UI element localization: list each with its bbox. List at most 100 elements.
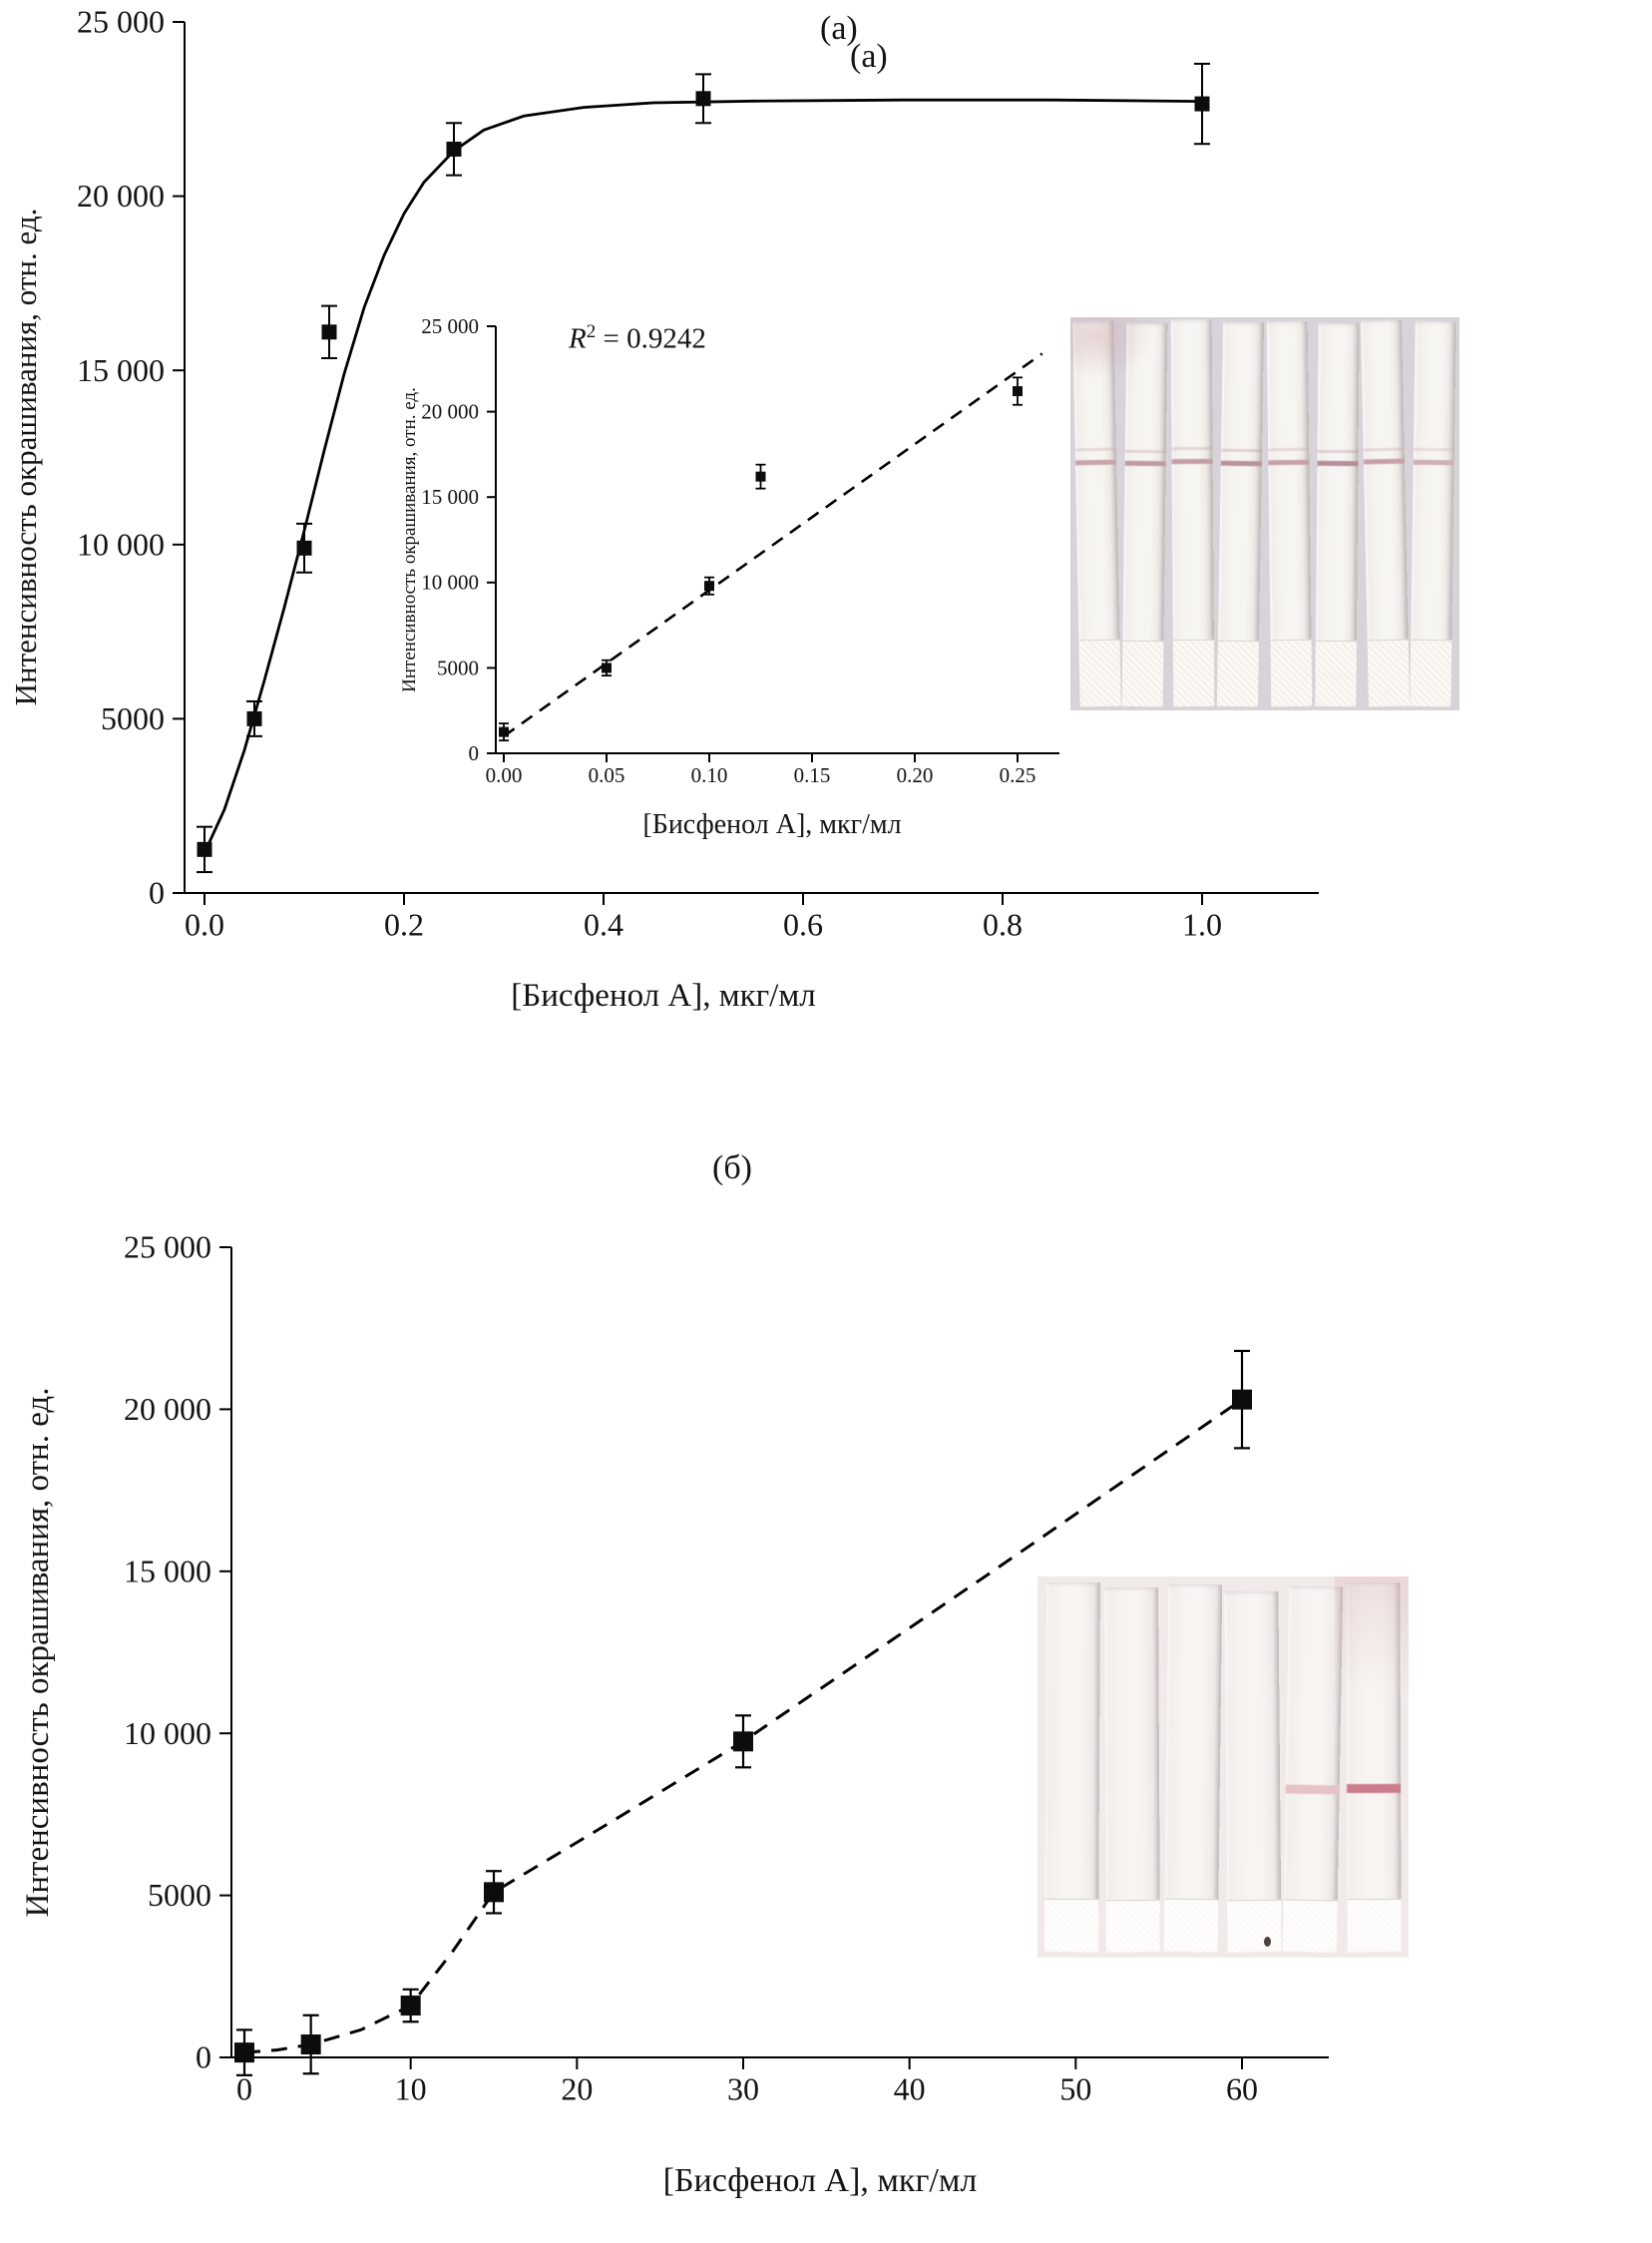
test-line-band [1074,459,1117,466]
x-tick-label: 0.00 [486,763,523,787]
sample-pad [1410,640,1452,707]
data-point [704,581,714,592]
sample-pad [1044,1899,1099,1953]
y-axis-label: Интенсивность окрашивания, отн. ед. [399,387,420,692]
data-point [197,841,212,857]
y-tick-label: 20 000 [421,400,479,424]
test-strip [1217,321,1265,707]
regression-dashed-line [243,1398,1243,2054]
data-point [755,471,766,482]
test-strip [1224,1590,1282,1953]
control-line-band [1413,448,1454,452]
data-point [1232,1389,1252,1410]
data-point [695,91,711,107]
r2-exponent: 2 [586,321,597,342]
sample-pad [1270,640,1312,707]
y-tick-label: 25 000 [124,1229,211,1265]
data-point [499,726,509,737]
test-line-band [1267,459,1310,466]
x-tick-label: 10 [395,2070,427,2106]
fit-curve [203,98,1203,854]
x-tick-label: 0.2 [384,906,424,942]
y-tick-label: 10 000 [124,1715,211,1751]
chart-a-inset: 0.00 0.05 0.10 0.15 0.20 0.25 0 5000 10 000 15 00… [399,314,1059,840]
r2-value: = 0.9242 [596,322,706,355]
test-line-band [1363,458,1405,465]
regression-dashed-line [503,352,1043,737]
control-line-band [1363,447,1405,452]
sample-pad [1347,1899,1402,1953]
control-line-band [1221,448,1263,453]
test-strip [1121,322,1168,707]
sample-pad [1078,639,1121,707]
x-tick-label: 0.8 [983,906,1023,942]
x-tick-label: 20 [561,2070,593,2106]
x-tick-label: 0.15 [794,763,831,787]
y-tick-label: 15 000 [77,352,165,388]
x-tick-label: 0 [236,2070,252,2106]
test-strip [1104,1586,1161,1953]
data-point [400,1996,421,2017]
test-strip [1044,1581,1101,1953]
y-tick-label: 25 000 [421,314,479,338]
test-line-band [1346,1783,1402,1793]
y-tick-label: 0 [149,875,165,911]
test-line-band [1285,1784,1341,1795]
x-tick-label: 0.05 [589,763,625,787]
sample-pad [1367,639,1410,707]
y-tick-label: 5000 [148,1877,211,1913]
sample-pad [1217,640,1260,707]
y-tick-label: 25 000 [77,4,165,40]
chart-a: 0.0 0.2 0.4 0.6 0.8 1.0 0 5000 10 000 15 000 20 00… [8,4,1319,1014]
x-axis-label: [Бисфенол А], мкг/мл [663,2162,978,2199]
control-line-band [1317,449,1359,453]
test-line-band [1413,459,1454,466]
y-tick-label: 10 000 [77,526,165,562]
test-strip [1345,1581,1402,1953]
test-strip [1072,320,1121,707]
sample-pad [1106,1899,1161,1953]
y-tick-label: 5000 [101,700,165,736]
sample-pad [1173,639,1215,707]
r2-annotation: R2 = 0.9242 [569,321,706,356]
data-point [1194,96,1210,112]
data-point [246,710,262,726]
x-axis-label: [Бисфенол А], мкг/мл [511,978,815,1014]
data-point [300,2034,321,2055]
control-line-band [1074,447,1116,452]
test-strip [1163,1583,1223,1953]
test-strip [1314,322,1360,707]
test-line-band [1124,460,1166,467]
photo-speck [1263,1936,1271,1947]
x-axis-label: [Бисфенол А], мкг/мл [642,809,901,840]
x-tick-label: 0.0 [185,906,224,942]
data-point [321,324,337,340]
y-tick-label: 15 000 [124,1553,211,1588]
control-line-band [1124,449,1167,453]
y-axis-label: Интенсивность окрашивания, отн. ед. [8,209,43,706]
x-tick-label: 0.4 [584,906,623,942]
x-tick-label: 30 [727,2070,759,2106]
data-point [733,1731,753,1752]
test-line-band [1317,461,1359,467]
y-tick-label: 0 [469,741,480,765]
x-tick-label: 0.10 [691,763,728,787]
panel-b-label: (б) [712,1149,752,1186]
y-tick-label: 15 000 [421,485,479,509]
y-tick-label: 10 000 [421,571,479,595]
data-point [484,1882,504,1903]
chart-b: 0 10 20 30 40 50 60 0 5000 10 000 15 000 20 000 25 0… [20,1229,1329,2199]
y-axis-label: Интенсивность окрашивания, отн. ед. [20,1388,56,1918]
test-line-band [1221,460,1263,466]
test-strips-photo-a [1070,317,1459,710]
y-tick-label: 20 000 [124,1391,211,1427]
data-point [296,540,312,556]
x-tick-label: 60 [1226,2070,1258,2106]
data-point [602,663,612,673]
x-tick-label: 0.6 [783,906,823,942]
y-tick-label: 0 [196,2039,211,2075]
data-point [234,2042,254,2063]
data-point [1013,386,1023,397]
test-strips-photo-b [1037,1576,1409,1958]
test-strip [1283,1585,1344,1953]
